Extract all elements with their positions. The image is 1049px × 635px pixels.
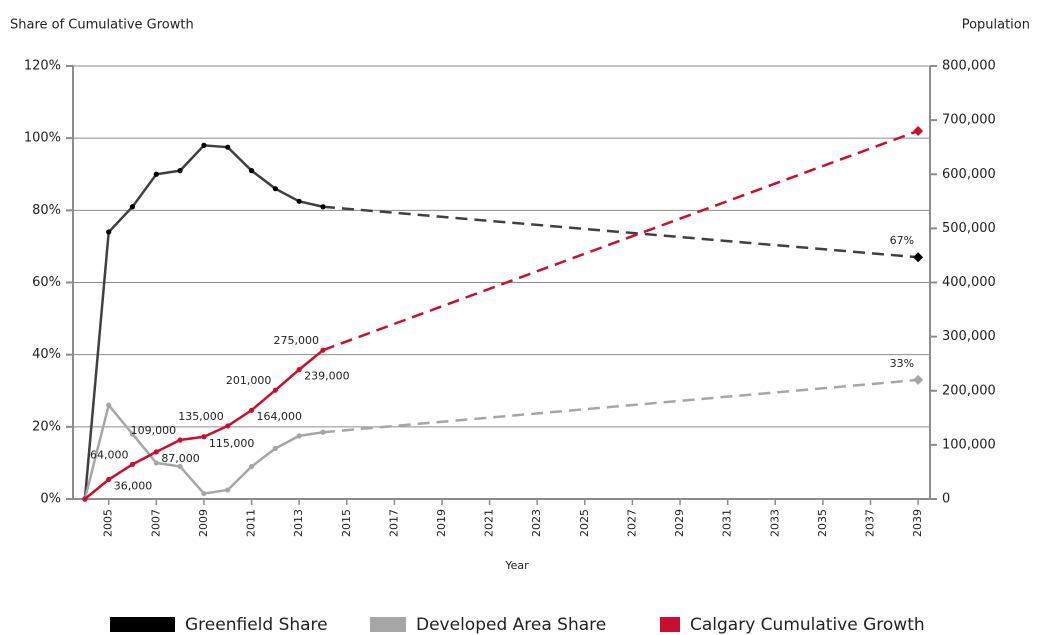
y-tick-label: 40% xyxy=(32,347,61,362)
point-marker xyxy=(153,449,159,455)
point-marker xyxy=(913,125,924,136)
data-label: 239,000 xyxy=(304,370,350,383)
x-tick-label: 2005 xyxy=(102,509,115,537)
data-label: 164,000 xyxy=(257,410,303,423)
chart-title: Share of Cumulative Growth xyxy=(10,18,194,33)
point-marker xyxy=(320,429,326,435)
y2-tick-label: 200,000 xyxy=(942,383,996,398)
x-tick-label: 2007 xyxy=(149,509,162,537)
point-marker xyxy=(201,490,207,497)
data-label: 275,000 xyxy=(273,334,319,347)
series-projection xyxy=(322,378,919,434)
point-marker xyxy=(177,168,183,174)
point-marker xyxy=(272,387,278,393)
point-marker xyxy=(225,144,231,150)
x-tick-label: 2039 xyxy=(911,509,924,537)
x-tick-label: 2025 xyxy=(578,509,591,537)
point-marker xyxy=(153,171,159,177)
point-marker xyxy=(129,431,136,437)
point-marker xyxy=(201,142,207,148)
y2-tick-label: 100,000 xyxy=(942,437,996,452)
y2-tick-label: 500,000 xyxy=(942,221,996,236)
point-marker xyxy=(201,434,207,440)
y2-tick-label: 800,000 xyxy=(942,59,996,74)
data-label: 36,000 xyxy=(114,480,153,493)
x-tick-label: 2023 xyxy=(530,509,543,537)
y2-tick-label: 400,000 xyxy=(942,275,996,290)
point-marker xyxy=(248,463,255,470)
data-label: 115,000 xyxy=(209,437,255,450)
point-marker xyxy=(225,487,231,493)
point-marker xyxy=(296,433,302,439)
data-label: 135,000 xyxy=(178,410,224,423)
point-marker xyxy=(129,461,136,467)
point-marker xyxy=(106,402,112,408)
y2-tick-label: 600,000 xyxy=(942,167,996,182)
point-marker xyxy=(82,496,88,502)
data-label: 64,000 xyxy=(90,448,129,461)
legend-swatch xyxy=(370,617,406,632)
x-tick-label: 2009 xyxy=(197,509,210,537)
point-marker xyxy=(177,437,183,443)
x-tick-label: 2011 xyxy=(245,509,258,537)
point-marker xyxy=(320,204,326,210)
x-tick-label: 2037 xyxy=(863,509,876,537)
data-label: 201,000 xyxy=(226,374,272,387)
y-tick-label: 100% xyxy=(24,131,61,146)
point-marker xyxy=(177,463,183,470)
point-marker xyxy=(106,229,112,235)
y-tick-label: 0% xyxy=(40,492,61,507)
y2-axis-title: Population xyxy=(962,18,1030,33)
legend-label: Developed Area Share xyxy=(416,615,606,635)
point-marker xyxy=(225,423,231,429)
legend-label: Greenfield Share xyxy=(185,615,328,635)
point-marker xyxy=(320,347,326,353)
legend-label: Calgary Cumulative Growth xyxy=(690,615,925,635)
x-tick-label: 2029 xyxy=(673,509,686,537)
data-label: 33% xyxy=(890,357,914,370)
y-tick-label: 120% xyxy=(24,59,61,74)
y-tick-label: 20% xyxy=(32,419,61,434)
x-tick-label: 2015 xyxy=(340,509,353,537)
x-tick-label: 2019 xyxy=(435,509,448,537)
point-marker xyxy=(272,186,278,192)
x-tick-label: 2013 xyxy=(292,509,305,537)
legend-swatch xyxy=(110,617,175,632)
point-marker xyxy=(913,252,924,263)
y-tick-label: 60% xyxy=(32,275,61,290)
y2-tick-label: 0 xyxy=(942,492,950,507)
x-tick-label: 2021 xyxy=(483,509,496,537)
x-tick-label: 2031 xyxy=(721,509,734,537)
x-tick-label: 2033 xyxy=(768,509,781,537)
point-marker xyxy=(248,407,255,413)
point-marker xyxy=(296,198,302,204)
x-tick-label: 2035 xyxy=(816,509,829,537)
y2-tick-label: 300,000 xyxy=(942,329,996,344)
series-line xyxy=(83,144,324,500)
point-marker xyxy=(153,460,159,466)
series-projection xyxy=(322,129,919,352)
point-marker xyxy=(913,374,924,385)
series-projection xyxy=(322,205,919,259)
legend-swatch xyxy=(660,617,680,632)
x-axis-title: Year xyxy=(504,559,529,572)
x-tick-label: 2017 xyxy=(387,509,400,537)
y-tick-label: 80% xyxy=(32,203,61,218)
series-line xyxy=(84,349,324,500)
point-marker xyxy=(296,367,302,373)
y2-tick-label: 700,000 xyxy=(942,113,996,128)
data-label: 109,000 xyxy=(131,424,177,437)
data-label: 87,000 xyxy=(161,452,200,465)
point-marker xyxy=(272,445,278,452)
point-marker xyxy=(248,168,255,174)
data-label: 67% xyxy=(890,234,914,247)
point-marker xyxy=(106,476,112,483)
x-tick-label: 2027 xyxy=(625,509,638,537)
point-marker xyxy=(129,204,136,210)
